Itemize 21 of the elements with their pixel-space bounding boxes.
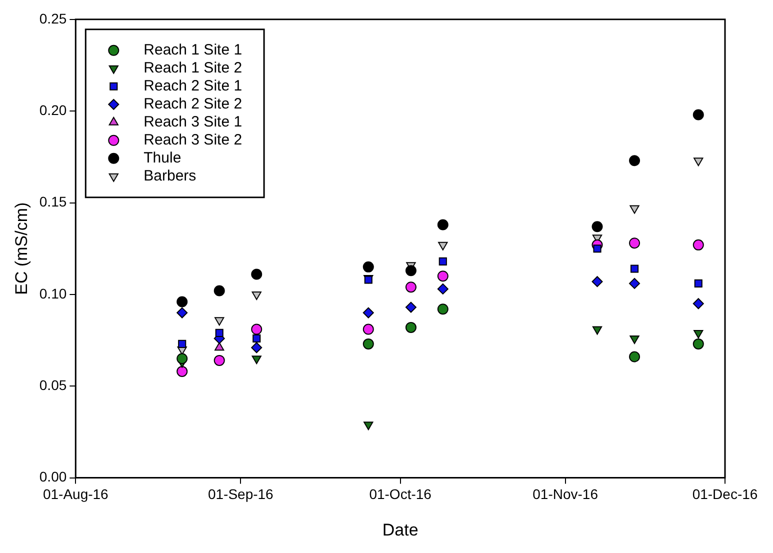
legend-label: Reach 2 Site 2 bbox=[144, 96, 242, 113]
y-axis-title: EC (mS/cm) bbox=[12, 202, 31, 295]
x-tick-label: 01-Sep-16 bbox=[208, 486, 274, 502]
y-tick-label: 0.00 bbox=[39, 468, 67, 485]
legend-label: Reach 1 Site 1 bbox=[144, 42, 242, 59]
legend-label: Reach 1 Site 2 bbox=[144, 60, 242, 77]
x-tick-label: 01-Aug-16 bbox=[42, 486, 109, 502]
legend-label: Reach 2 Site 1 bbox=[144, 78, 242, 95]
x-tick-label: 01-Oct-16 bbox=[369, 486, 432, 502]
y-tick-label: 0.25 bbox=[39, 10, 67, 26]
y-tick-label: 0.05 bbox=[39, 376, 67, 393]
x-tick-label: 01-Nov-16 bbox=[532, 486, 598, 502]
legend-label: Barbers bbox=[144, 168, 196, 185]
y-tick-label: 0.20 bbox=[39, 102, 67, 118]
x-axis-title: Date bbox=[382, 520, 418, 540]
x-tick-label: 01-Dec-16 bbox=[692, 486, 758, 502]
y-tick-label: 0.15 bbox=[39, 194, 67, 210]
legend-label: Reach 3 Site 2 bbox=[144, 132, 242, 149]
legend-label: Thule bbox=[144, 150, 182, 167]
y-tick-label: 0.10 bbox=[39, 285, 67, 302]
legend-label: Reach 3 Site 1 bbox=[144, 114, 242, 131]
